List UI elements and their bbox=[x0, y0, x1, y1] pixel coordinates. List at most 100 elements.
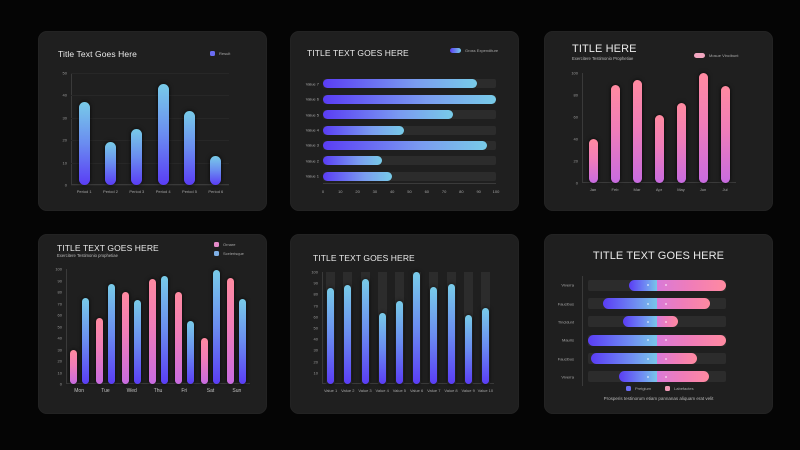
value-marker bbox=[646, 375, 649, 378]
chart-card-1: Title Text Goes Here Result 0 10 20 30 40 50 P… bbox=[38, 31, 267, 211]
legend-label: Ornare bbox=[223, 242, 236, 247]
y-tick-label: 100 bbox=[311, 269, 318, 275]
legend-item: Labefactes bbox=[665, 386, 694, 391]
bar bbox=[323, 79, 477, 89]
gridline bbox=[71, 185, 229, 186]
y-tick-label: 60 bbox=[313, 314, 318, 320]
x-tick-label: Value 2 bbox=[341, 388, 355, 393]
x-tick-label: Value 10 bbox=[477, 388, 494, 393]
bar bbox=[323, 94, 496, 104]
bar-scelerisque bbox=[186, 320, 194, 384]
legend-item: Ornare bbox=[214, 242, 244, 247]
x-tick-label: 10 bbox=[338, 189, 343, 194]
bar bbox=[447, 284, 455, 384]
y-tick-label: 70 bbox=[57, 301, 62, 306]
value-marker bbox=[665, 320, 667, 323]
legend-label: Pretgium bbox=[635, 386, 652, 391]
bar bbox=[323, 125, 405, 135]
y-category-label: Viverra bbox=[561, 374, 574, 380]
y-axis-line bbox=[582, 73, 583, 183]
y-tick-label: 20 bbox=[57, 358, 62, 364]
x-tick-label: Sun bbox=[232, 388, 242, 394]
bar-scelerisque bbox=[134, 300, 142, 384]
legend-item: Pretgium bbox=[626, 386, 651, 391]
chart-legend: Ornare Scelerisque bbox=[214, 242, 244, 256]
legend-swatch-icon bbox=[665, 386, 671, 391]
x-tick-label: 30 bbox=[372, 189, 378, 194]
chart-title: TITLE TEXT GOES HERE bbox=[592, 250, 725, 262]
y-category-label: Value 1 bbox=[305, 173, 319, 179]
y-category-label: Value 4 bbox=[305, 127, 319, 133]
bar-scelerisque bbox=[81, 297, 89, 384]
x-tick-label: 100 bbox=[492, 189, 500, 194]
bar bbox=[720, 86, 730, 183]
chart-card-5: TITLE TEXT GOES HERE 10 20 30 40 50 60 70 80 90 1… bbox=[290, 234, 519, 414]
x-tick-label: 20 bbox=[355, 189, 360, 194]
bar bbox=[378, 313, 386, 384]
x-tick-label: Value 4 bbox=[375, 388, 389, 393]
y-tick-label: 0 bbox=[64, 182, 67, 188]
bar bbox=[464, 314, 472, 384]
legend-swatch-icon bbox=[210, 51, 215, 56]
x-tick-label: Value 7 bbox=[427, 388, 441, 393]
y-category-label: Tincidunt bbox=[557, 319, 574, 325]
x-tick-label: Value 8 bbox=[444, 388, 458, 393]
bar bbox=[588, 139, 598, 183]
bar-track bbox=[323, 140, 496, 150]
x-tick-label: Feb bbox=[611, 187, 619, 192]
bar bbox=[323, 171, 393, 181]
bar bbox=[395, 301, 403, 384]
value-marker bbox=[646, 357, 649, 360]
bar-track bbox=[323, 110, 496, 120]
chart-title: TITLE TEXT GOES HERE bbox=[313, 253, 415, 263]
bar-scelerisque bbox=[213, 270, 221, 384]
legend-swatch-icon bbox=[214, 251, 219, 256]
legend-item: Mosue Vincibunt bbox=[694, 53, 739, 58]
y-tick-label: 100 bbox=[571, 70, 578, 76]
x-tick-label: Apr bbox=[655, 187, 663, 192]
legend-swatch-icon bbox=[694, 53, 705, 58]
bar-ornare bbox=[174, 292, 182, 384]
x-tick-label: Period 3 bbox=[129, 189, 145, 194]
chart-card-3: TITLE HERE Exercitere Testimonio Prophet… bbox=[544, 31, 773, 211]
bar bbox=[361, 278, 369, 384]
bar-ornare bbox=[201, 338, 209, 384]
chart-card-4: TITLE TEXT GOES HERE Exercitere Testimon… bbox=[38, 234, 267, 414]
bar bbox=[610, 85, 620, 183]
y-tick-label: 90 bbox=[313, 280, 318, 286]
bar-pretgium bbox=[629, 279, 657, 291]
y-axis-line bbox=[71, 73, 72, 185]
y-tick-label: 60 bbox=[57, 312, 62, 318]
bar-ornare bbox=[69, 349, 77, 384]
legend-swatch-icon bbox=[626, 386, 631, 391]
bar bbox=[323, 156, 382, 166]
x-tick-label: Value 3 bbox=[358, 388, 372, 393]
y-tick-label: 40 bbox=[313, 336, 318, 342]
y-tick-label: 50 bbox=[57, 324, 62, 329]
bar bbox=[344, 285, 352, 384]
x-tick-label: Value 5 bbox=[392, 388, 407, 393]
bar-ornare bbox=[122, 292, 130, 384]
x-axis-line bbox=[322, 383, 494, 384]
bar-labefactes bbox=[657, 316, 678, 328]
legend-item: Scelerisque bbox=[214, 251, 244, 256]
chart-legend: Mosue Vincibunt bbox=[694, 53, 739, 58]
chart-card-6: TITLE TEXT GOES HERE Viverra Faucibus Tinc… bbox=[544, 234, 773, 414]
bar-track bbox=[323, 125, 496, 135]
bar-track bbox=[588, 371, 726, 383]
chart-card-2: TITLE TEXT GOES HERE Gross Expenditure V… bbox=[290, 31, 519, 211]
y-category-label: Faucibus bbox=[557, 356, 574, 361]
chart-legend: Pretgium Labefactes bbox=[626, 386, 694, 391]
bar bbox=[698, 73, 708, 183]
x-tick-label: Tue bbox=[101, 388, 110, 394]
y-axis-line bbox=[66, 269, 67, 384]
bar-scelerisque bbox=[107, 283, 115, 384]
legend-label: Scelerisque bbox=[223, 251, 244, 256]
bar-track bbox=[323, 156, 496, 166]
chart-footer-note: Prosperis testinorum etiam pannanas aliq… bbox=[603, 396, 714, 401]
x-tick-label: Mon bbox=[74, 388, 84, 394]
x-tick-label: 0 bbox=[321, 189, 325, 194]
y-tick-label: 50 bbox=[313, 325, 318, 331]
chart-title: TITLE TEXT GOES HERE bbox=[57, 243, 159, 253]
bar-track bbox=[588, 353, 726, 364]
